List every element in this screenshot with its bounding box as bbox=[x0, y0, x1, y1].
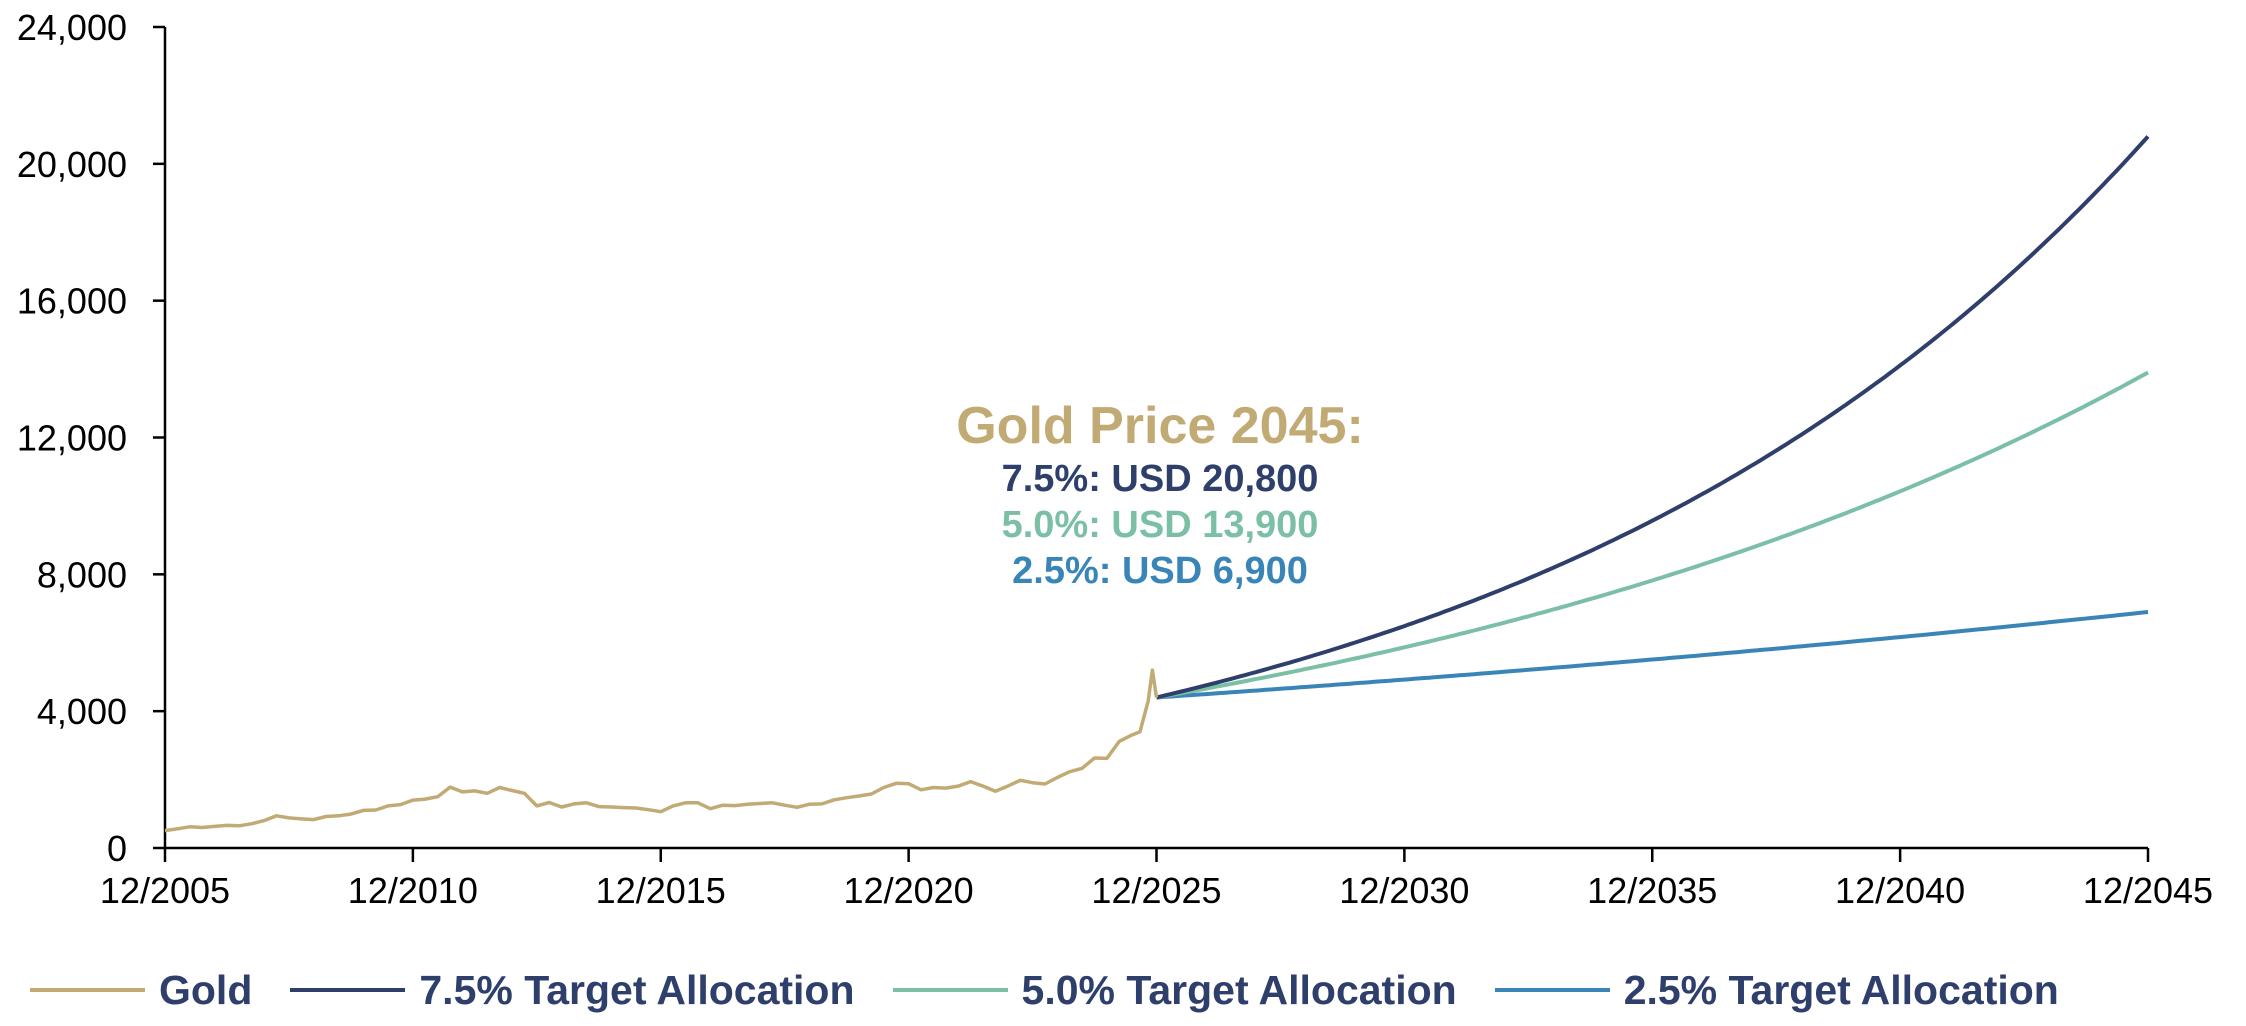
x-tick-label: 12/2010 bbox=[348, 870, 478, 911]
y-tick-label: 0 bbox=[107, 828, 127, 869]
legend-label-5-0-target: 5.0% Target Allocation bbox=[1021, 966, 1457, 1013]
y-tick-label: 12,000 bbox=[17, 418, 127, 459]
x-tick-label: 12/2020 bbox=[844, 870, 974, 911]
y-tick-label: 4,000 bbox=[37, 691, 127, 732]
legend-label-gold: Gold bbox=[159, 966, 253, 1013]
legend-swatch-7-5-target bbox=[290, 988, 406, 992]
annotation-line-5-0: 5.0%: USD 13,900 bbox=[1001, 504, 1319, 546]
legend-label-2-5-target: 2.5% Target Allocation bbox=[1623, 966, 2059, 1013]
legend-label-7-5-target: 7.5% Target Allocation bbox=[419, 966, 855, 1013]
series-line-2-5-target-allocation bbox=[1156, 610, 2149, 700]
x-tick-label: 12/2040 bbox=[1835, 870, 1965, 911]
x-tick-label: 12/2035 bbox=[1587, 870, 1717, 911]
series-line-7-5-target-allocation bbox=[1156, 135, 2150, 700]
y-tick-label: 20,000 bbox=[17, 144, 127, 185]
x-tick-label: 12/2015 bbox=[596, 870, 726, 911]
x-tick-label: 12/2030 bbox=[1339, 870, 1469, 911]
y-tick-label: 24,000 bbox=[17, 7, 127, 48]
legend-swatch-gold bbox=[30, 988, 145, 992]
legend-item-5-0-target: 5.0% Target Allocation bbox=[892, 966, 1457, 1014]
legend-item-7-5-target: 7.5% Target Allocation bbox=[290, 966, 855, 1014]
x-tick-label: 12/2045 bbox=[2083, 870, 2213, 911]
chart-legend: Gold 7.5% Target Allocation 5.0% Target … bbox=[30, 962, 2240, 1018]
x-tick-label: 12/2025 bbox=[1091, 870, 1221, 911]
series-line-gold bbox=[164, 668, 1159, 833]
y-tick-label: 8,000 bbox=[37, 554, 127, 595]
legend-item-gold: Gold bbox=[30, 967, 252, 1014]
y-tick-label: 16,000 bbox=[17, 281, 127, 322]
legend-item-2-5-target: 2.5% Target Allocation bbox=[1494, 966, 2059, 1014]
series-line-5-0-target-allocation bbox=[1156, 370, 2149, 700]
legend-swatch-5-0-target bbox=[892, 988, 1008, 992]
annotation-line-7-5: 7.5%: USD 20,800 bbox=[1001, 458, 1319, 500]
annotation-line-2-5: 2.5%: USD 6,900 bbox=[1012, 550, 1308, 592]
x-tick-label: 12/2005 bbox=[100, 870, 230, 911]
annotation-title: Gold Price 2045: bbox=[956, 397, 1364, 455]
legend-swatch-2-5-target bbox=[1494, 988, 1610, 992]
